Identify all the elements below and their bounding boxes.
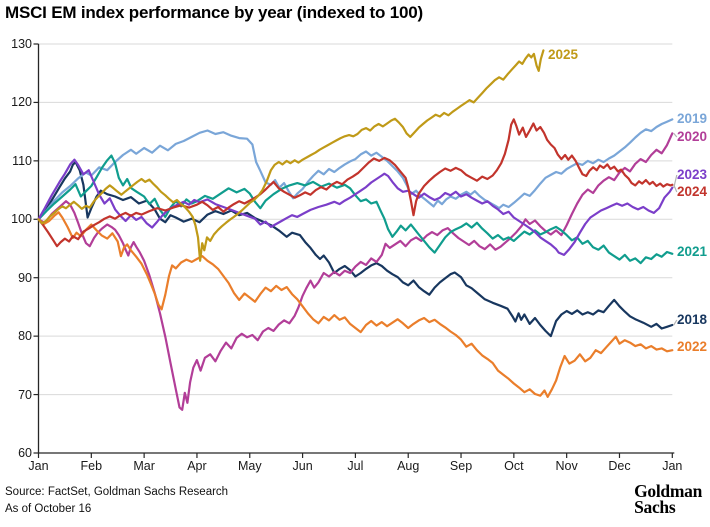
x-tick-label-9-Oct: Oct [504,459,524,473]
series-line-2020 [37,132,674,411]
x-tick-label-3-Apr: Apr [187,459,207,473]
x-tick-label-6-Jul: Jul [347,459,364,473]
year-label-2019: 2019 [677,111,708,126]
logo-line-2: Sachs [634,497,676,517]
x-tick-label-11-Dec: Dec [608,459,631,473]
x-tick-label-10-Nov: Nov [555,459,578,473]
year-label-2025: 2025 [548,47,579,62]
label-leader-2024 [673,184,678,193]
page-title: MSCI EM index performance by year (index… [5,3,423,22]
x-tick-label-8-Sep: Sep [449,459,473,473]
y-tick-label-70: 70 [18,387,32,402]
series-line-2021 [37,154,674,265]
y-tick-label-100: 100 [11,212,32,227]
year-label-2023: 2023 [677,167,708,182]
y-tick-label-110: 110 [12,153,32,168]
label-leader-2020 [673,133,678,138]
x-tick-label-4-May: May [237,459,262,473]
logo-line-1: Goldman [634,481,702,501]
source-line: Source: FactSet, Goldman Sachs Research [5,486,229,498]
series-line-2023 [37,158,674,256]
series-line-2022 [37,211,674,398]
x-tick-label-5-Jun: Jun [292,459,313,473]
series-line-2024 [37,118,674,248]
goldman-sachs-logo: Goldman Sachs [634,481,702,517]
x-tick-label-2-Mar: Mar [133,459,155,473]
source-note: Source: FactSet, Goldman Sachs Research … [5,484,228,518]
year-label-2018: 2018 [677,312,708,327]
series-line-2019 [37,118,674,221]
y-tick-label-120: 120 [11,95,32,110]
y-tick-label-90: 90 [18,270,32,285]
series-line-2018 [37,160,674,338]
year-label-2022: 2022 [677,339,708,354]
y-tick-label-60: 60 [18,446,32,460]
y-tick-label-130: 130 [11,37,32,51]
year-label-2024: 2024 [677,184,708,199]
year-label-2021: 2021 [677,244,708,259]
x-tick-label-7-Aug: Aug [397,459,420,473]
x-tick-label-1-Feb: Feb [80,459,103,473]
x-tick-label-0-Jan: Jan [28,459,49,473]
label-leader-2018 [673,319,678,326]
year-label-2020: 2020 [677,129,708,144]
asof-line: As of October 16 [5,503,92,515]
x-tick-label-12-Jan: Jan [662,459,683,473]
series-line-2025 [37,49,545,262]
y-tick-label-80: 80 [18,329,32,344]
